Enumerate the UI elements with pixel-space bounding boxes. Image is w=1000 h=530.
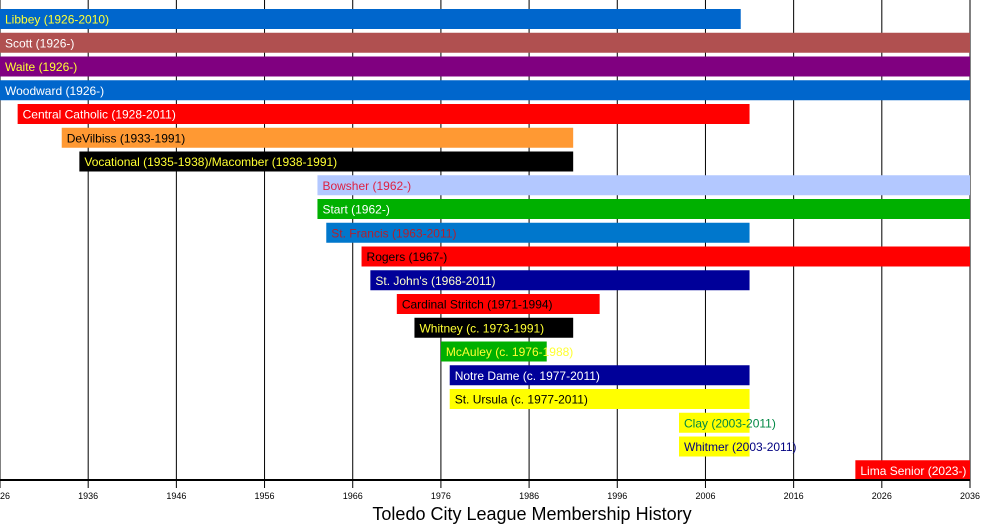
bar-label-16: St. Ursula (c. 1977-2011) <box>455 393 588 407</box>
bar-16 <box>449 389 750 409</box>
tick-label-1966: 1966 <box>343 491 363 501</box>
bar-label-17: Clay (2003-2011) <box>684 416 776 430</box>
tick-label-2026: 2026 <box>872 491 892 501</box>
bar-label-8: Start (1962-) <box>322 203 389 217</box>
bar-15 <box>449 365 750 386</box>
bar-4 <box>17 104 750 124</box>
bar-17 <box>679 412 750 433</box>
bar-label-6: Vocational (1935-1938)/Macomber (1938-19… <box>84 155 337 169</box>
bar-9 <box>326 222 750 243</box>
bars: Libbey (1926-2010) Scott (1926-) Waite (19… <box>0 9 970 480</box>
tick-label-1976: 1976 <box>431 491 451 501</box>
tick-label-1946: 1946 <box>166 491 186 501</box>
tick-label-1986: 1986 <box>519 491 539 501</box>
bar-2 <box>0 56 970 77</box>
tick-label-1996: 1996 <box>607 491 627 501</box>
tick-label-1936: 1936 <box>78 491 98 501</box>
bar-label-0: Libbey (1926-2010) <box>5 13 109 27</box>
bar-5 <box>61 127 574 148</box>
bar-13 <box>414 317 574 338</box>
bar-label-3: Woodward (1926-) <box>5 84 104 98</box>
tick-label-2016: 2016 <box>784 491 804 501</box>
bar-label-19: Lima Senior (2023-) <box>860 464 966 478</box>
bar-11 <box>370 270 750 291</box>
bar-0 <box>0 9 741 29</box>
bar-6 <box>79 151 574 172</box>
chart-title: Toledo City League Membership History <box>372 504 691 524</box>
bar-label-10: Rogers (1967-) <box>367 250 448 264</box>
bar-7 <box>317 175 970 196</box>
bar-12 <box>396 294 600 314</box>
bar-3 <box>0 80 970 101</box>
bar-label-9: St. Francis (1963-2011) <box>331 226 456 240</box>
tick-label-1926: 26 <box>0 491 10 501</box>
bar-label-7: Bowsher (1962-) <box>322 179 411 193</box>
x-axis-ticks: 26 1936 1946 1956 1966 1976 1986 1996 2006 2016 20… <box>0 491 980 501</box>
bar-8 <box>317 199 970 219</box>
bar-19 <box>855 460 970 480</box>
bar-label-5: DeVilbiss (1933-1991) <box>67 131 186 145</box>
bar-label-2: Waite (1926-) <box>5 60 77 74</box>
bar-label-4: Central Catholic (1928-2011) <box>23 108 176 122</box>
bar-18 <box>679 436 750 457</box>
bar-label-1: Scott (1926-) <box>5 36 74 50</box>
bar-1 <box>0 32 970 53</box>
bar-label-13: Whitney (c. 1973-1991) <box>419 321 544 335</box>
bar-label-18: Whitmer (2003-2011) <box>684 440 797 454</box>
bar-label-14: McAuley (c. 1976-1988) <box>446 345 573 359</box>
bar-label-11: St. John's (1968-2011) <box>375 274 495 288</box>
bar-14 <box>440 341 547 362</box>
bar-label-15: Notre Dame (c. 1977-2011) <box>455 369 600 383</box>
tick-label-2036: 2036 <box>960 491 980 501</box>
tick-label-2006: 2006 <box>695 491 715 501</box>
tick-label-1956: 1956 <box>255 491 275 501</box>
bar-10 <box>361 246 970 267</box>
bar-label-12: Cardinal Stritch (1971-1994) <box>402 298 553 312</box>
